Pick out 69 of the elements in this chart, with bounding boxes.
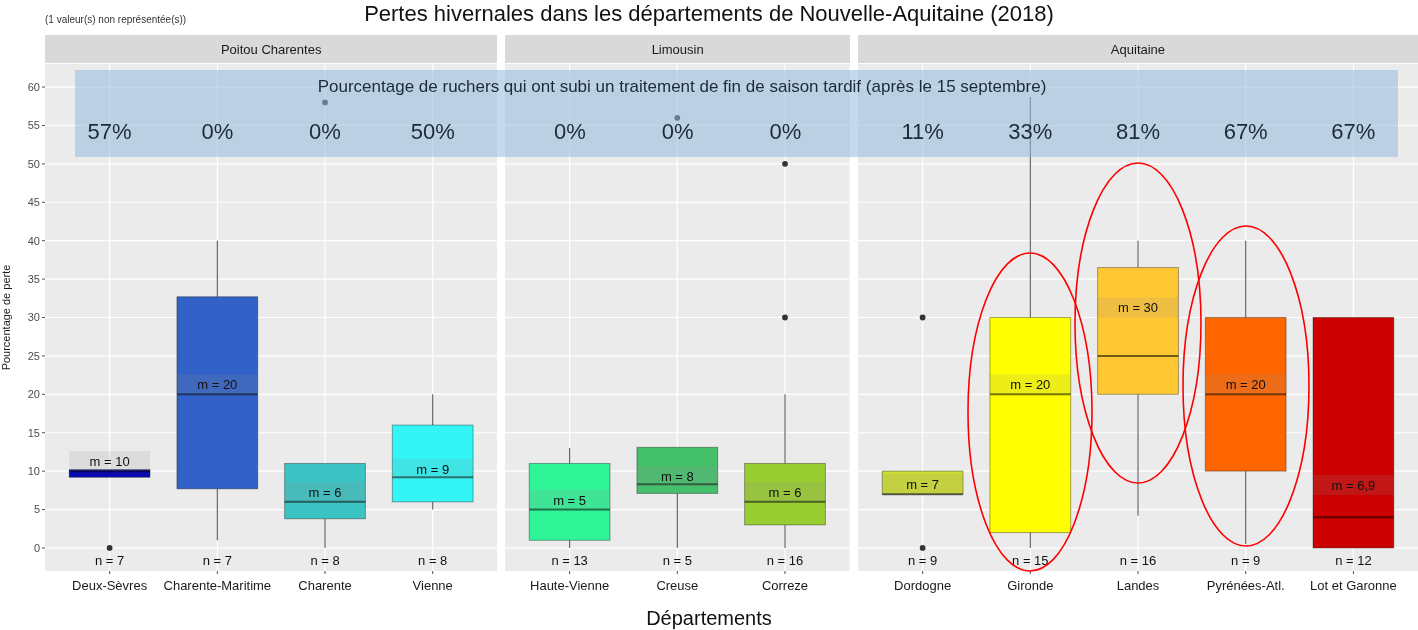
- annotation: m = 6,9: [1331, 477, 1376, 493]
- annotation: n = 8: [310, 553, 340, 568]
- x-tick-label: Dordogne: [894, 578, 952, 594]
- annotation: m = 7: [906, 477, 939, 493]
- annotation: m = 20: [1010, 377, 1051, 393]
- y-tick-label: 35: [27, 273, 40, 285]
- annotation: m = 9: [416, 461, 450, 477]
- annotation: n = 8: [418, 553, 448, 568]
- annotation: n = 12: [1335, 553, 1372, 568]
- y-tick-label: 15: [27, 426, 40, 439]
- annotation: 81%: [1115, 119, 1160, 144]
- text: (1 valeur(s) non représentée(s)): [45, 14, 187, 25]
- annotation: m = 8: [661, 469, 695, 485]
- annotation: n = 16: [767, 552, 804, 568]
- annotation: m = 20: [197, 377, 238, 393]
- annotation: n = 5: [663, 552, 693, 568]
- y-tick-label: 55: [27, 119, 40, 132]
- x-tick-label: Lot et Garonne: [1310, 578, 1397, 594]
- y-tick-label: 60: [27, 80, 40, 93]
- annotation: 11%: [901, 119, 944, 144]
- annotation: 67%: [1331, 119, 1376, 144]
- annotation: n = 16: [1119, 553, 1157, 568]
- annotation: n = 7: [202, 553, 232, 568]
- annotation: m = 6: [308, 484, 342, 500]
- text: Pertes hivernales dans les départements de Nouvelle-Aquitaine (2018): [364, 1, 1054, 26]
- annotation: 0%: [769, 119, 802, 144]
- x-tick-label: Gironde: [1007, 578, 1054, 594]
- annotation: 57%: [87, 119, 132, 144]
- annotation: n = 7: [94, 553, 125, 568]
- annotation: 50%: [410, 119, 455, 144]
- x-axis-title: Départements: [646, 607, 772, 629]
- annotation: 67%: [1223, 119, 1268, 144]
- annotation: m = 5: [553, 492, 587, 508]
- x-tick-label: Pyrénées-Atl.: [1206, 578, 1285, 594]
- annotation: m = 10: [89, 454, 130, 470]
- y-tick-label: 5: [33, 503, 40, 516]
- y-tick-label: 30: [27, 311, 40, 324]
- annotation: n = 9: [1231, 553, 1261, 568]
- y-tick-label: 45: [27, 196, 40, 209]
- chart-title: Aquitaine: [1110, 41, 1166, 57]
- x-tick-label: Correze: [762, 578, 809, 594]
- x-tick-label: Vienne: [412, 578, 453, 594]
- chart-title: Limousin: [651, 41, 704, 57]
- y-tick-label: 20: [27, 388, 40, 401]
- annotation: 0%: [554, 119, 586, 144]
- x-tick-label: Landes: [1116, 578, 1160, 594]
- annotation: 33%: [1008, 119, 1053, 144]
- x-tick-label: Charente-Maritime: [163, 578, 272, 594]
- annotation: m = 6: [768, 484, 802, 500]
- x-tick-label: Deux-Sèvres: [72, 578, 148, 594]
- y-tick-label: 40: [27, 234, 40, 247]
- x-tick-label: Charente: [298, 578, 352, 594]
- annotation: m = 20: [1225, 377, 1266, 393]
- x-tick-label: Haute-Vienne: [530, 578, 610, 594]
- chart-title: Poitou Charentes: [220, 41, 322, 57]
- annotation: n = 9: [907, 553, 938, 568]
- annotation: m = 30: [1117, 300, 1158, 316]
- x-tick-label: Creuse: [656, 578, 699, 594]
- y-tick-label: 50: [27, 157, 40, 170]
- annotation: n = 13: [551, 552, 589, 568]
- y-tick-label: 10: [27, 465, 40, 478]
- y-tick-label: 0: [33, 541, 40, 554]
- annotation: 0%: [309, 119, 341, 144]
- annotation: 0%: [661, 119, 694, 144]
- y-tick-label: 25: [27, 349, 40, 362]
- y-axis-title: Pourcentage de perte: [0, 264, 12, 371]
- annotation: Pourcentage de ruchers qui ont subi un traitement de fin de saison tardif (après le 15 septembre): [317, 77, 1047, 96]
- annotation: n = 15: [1012, 553, 1049, 568]
- annotation: 0%: [201, 119, 234, 144]
